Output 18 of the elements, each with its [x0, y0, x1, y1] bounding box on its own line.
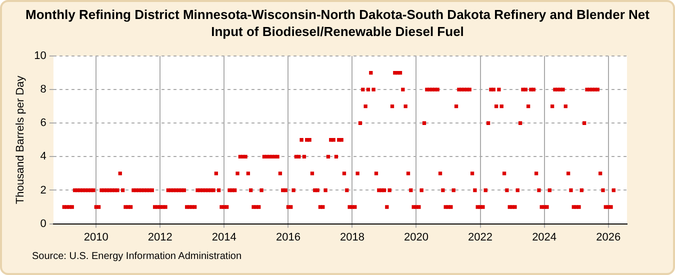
x-tick-label: 2022	[468, 231, 493, 244]
y-tick-label: 10	[34, 50, 46, 62]
x-tick-label: 2016	[276, 231, 300, 244]
y-tick-label: 0	[40, 218, 46, 230]
x-tick-label: 2026	[596, 231, 621, 244]
x-tick-label: 2020	[404, 231, 428, 244]
x-tick-label: 2014	[212, 231, 236, 244]
y-tick-label: 8	[40, 84, 46, 96]
chart-title: Monthly Refining District Minnesota-Wisconsin-North Dakota-South Dakota Refinery and Blender Net Input of Biodiesel/Renewable Diesel Fuel	[24, 6, 650, 40]
x-tick-label: 2024	[532, 231, 557, 244]
source-note: Source: U.S. Energy Information Administration	[32, 251, 242, 262]
y-axis-title: Thousand Barrels per Day	[14, 75, 27, 204]
x-tick-label: 2012	[148, 231, 172, 244]
y-tick-label: 6	[40, 117, 46, 130]
x-tick-label: 2010	[84, 231, 108, 244]
x-tick-label: 2018	[340, 231, 364, 244]
y-tick-label: 2	[40, 184, 46, 196]
y-tick-label: 4	[40, 150, 46, 163]
